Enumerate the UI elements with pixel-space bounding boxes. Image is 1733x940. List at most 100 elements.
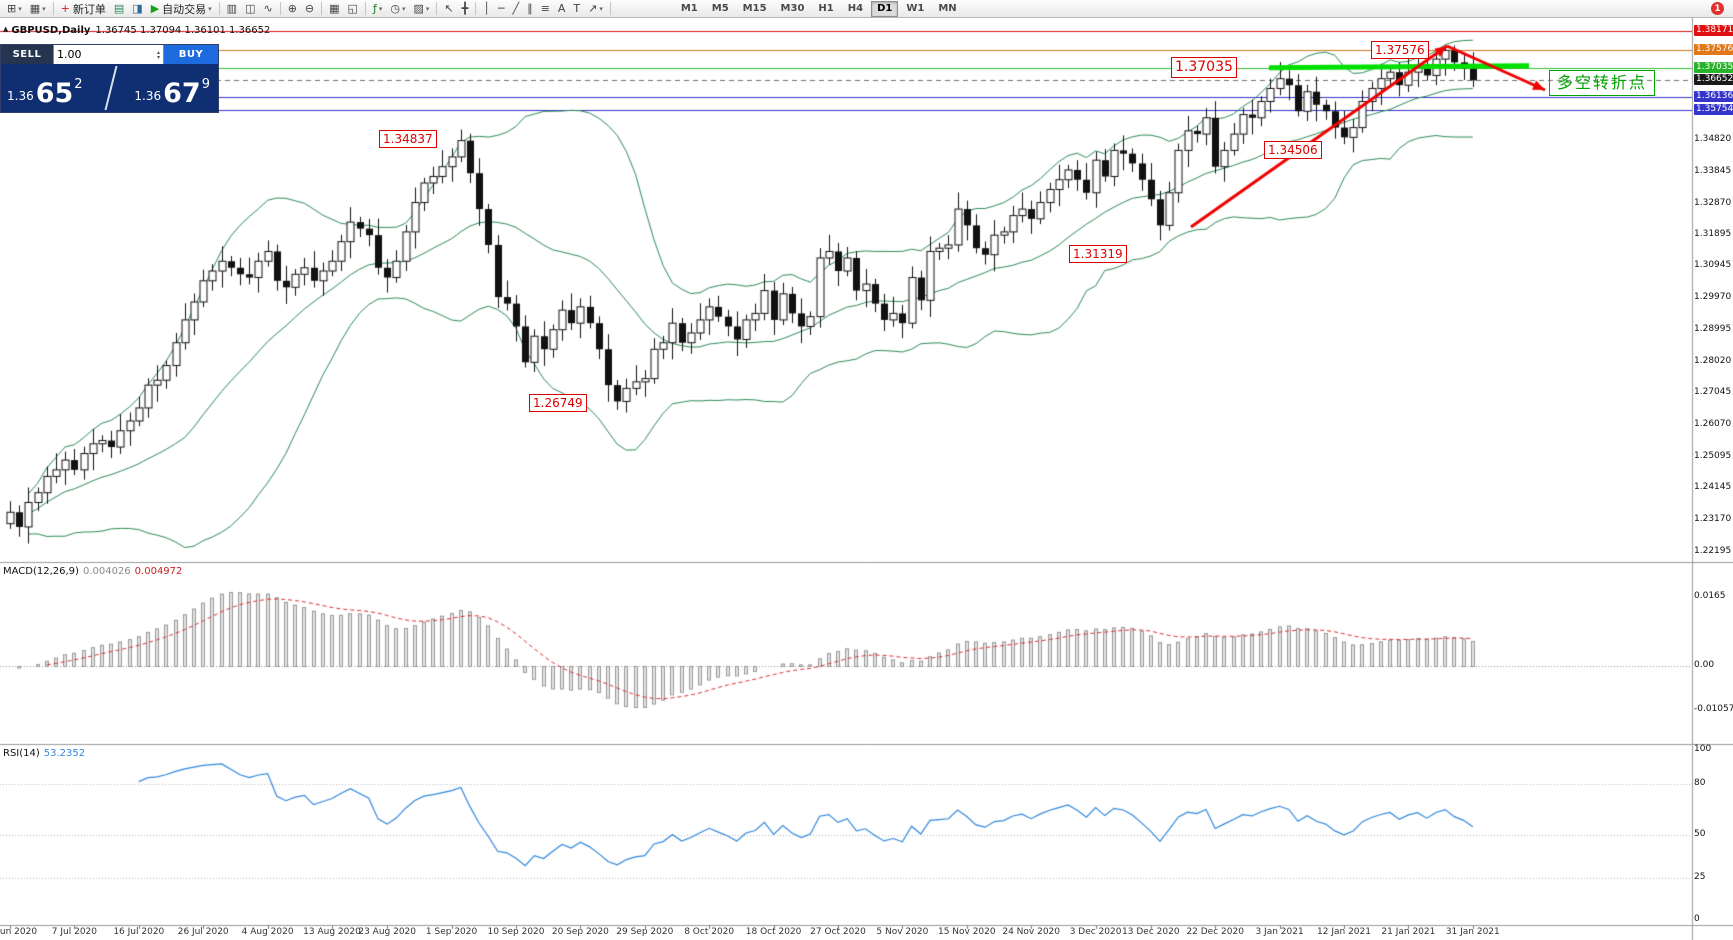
price-tick: 1.33845 bbox=[1694, 165, 1732, 176]
price-tick: 1.34820 bbox=[1694, 133, 1732, 144]
time-axis[interactable]: 28 Jun 2020 7 Jul 2020 16 Jul 2020 26 Jul 2… bbox=[0, 926, 1692, 940]
equidistant-channel-icon: ∥ bbox=[527, 2, 533, 15]
timeframe-m15-button[interactable]: M15 bbox=[742, 2, 767, 14]
periods-button[interactable]: ◷ ▾ bbox=[387, 1, 408, 16]
notification-badge[interactable]: 1 bbox=[1711, 2, 1724, 15]
sell-price[interactable]: 1.36 65 2 bbox=[1, 64, 110, 112]
rsi-tick: 0 bbox=[1694, 914, 1700, 924]
price-tick: 1.22195 bbox=[1694, 545, 1732, 556]
stepper-down-icon[interactable]: ▾ bbox=[156, 53, 160, 61]
toolbar-separator bbox=[52, 2, 54, 15]
periods-icon: ◷ bbox=[390, 2, 400, 15]
new-chart-icon: ⊞ bbox=[7, 2, 17, 15]
market-watch-icon: ▤ bbox=[113, 2, 125, 15]
price-level-label: 1.36136 bbox=[1694, 91, 1733, 103]
timeframe-d1-button[interactable]: D1 bbox=[871, 0, 899, 17]
sell-button[interactable]: SELL bbox=[1, 45, 53, 64]
date-tick: 22 Dec 2020 bbox=[1186, 927, 1244, 937]
price-annotation[interactable]: 1.37035 bbox=[1171, 56, 1237, 78]
indicators-button[interactable]: ƒ ▾ bbox=[370, 1, 385, 16]
timeframe-m5-button[interactable]: M5 bbox=[711, 2, 729, 14]
text-button[interactable]: A bbox=[555, 1, 569, 16]
stepper-up-icon[interactable]: ▴ bbox=[156, 48, 160, 56]
macd-main-value: 0.004026 bbox=[82, 566, 131, 577]
new-chart-button[interactable]: ⊞ ▾ bbox=[4, 1, 25, 16]
vertical-line-button[interactable]: │ bbox=[480, 1, 493, 16]
auto-trading-icon: ▶ bbox=[150, 2, 160, 15]
sell-price-prefix: 1.36 bbox=[7, 89, 34, 103]
toolbar-separator bbox=[321, 2, 323, 15]
price-annotation[interactable]: 1.34837 bbox=[379, 130, 437, 149]
one-click-trading-panel: SELL 1.00 ▴ ▾ BUY 1.36 65 2 1.36 67 9 bbox=[0, 44, 219, 113]
data-window-button[interactable]: ◨ bbox=[129, 1, 145, 16]
toolbar-separator bbox=[475, 2, 477, 15]
price-tick: 1.29970 bbox=[1694, 292, 1732, 303]
auto-trading-button[interactable]: ▶ 自动交易 ▾ bbox=[148, 1, 215, 16]
cursor-icon: ↖ bbox=[444, 2, 454, 15]
bar-chart-button[interactable]: ▥ bbox=[224, 1, 240, 16]
date-tick: 26 Jul 2020 bbox=[177, 927, 229, 937]
date-tick: 21 Jan 2021 bbox=[1381, 927, 1436, 937]
price-level-label: 1.35754 bbox=[1694, 103, 1733, 115]
macd-tick: 0.00 bbox=[1694, 660, 1715, 670]
timeframe-mn-button[interactable]: MN bbox=[938, 2, 957, 14]
price-tick: 1.28020 bbox=[1694, 355, 1732, 366]
price-axis[interactable]: 1.34820 1.33845 1.32870 1.31895 1.30945 1.299… bbox=[1692, 18, 1733, 940]
zoom-in-button[interactable]: ⊕ bbox=[285, 1, 300, 16]
price-tick: 1.28995 bbox=[1694, 323, 1732, 334]
crosshair-icon: ╋ bbox=[461, 2, 469, 15]
price-annotation[interactable]: 1.26749 bbox=[529, 394, 587, 413]
fibonacci-button[interactable]: ≡ bbox=[538, 1, 553, 16]
price-annotation[interactable]: 1.31319 bbox=[1069, 245, 1127, 264]
tile-windows-button[interactable]: ▦ bbox=[326, 1, 342, 16]
macd-label: MACD(12,26,9) 0.004026 0.004972 bbox=[3, 566, 182, 577]
price-annotation[interactable]: 1.34506 bbox=[1264, 141, 1322, 160]
chart-title-symbol: GBPUSD,Daily bbox=[11, 25, 91, 36]
price-tick: 1.30945 bbox=[1694, 260, 1732, 271]
zoom-in-icon: ⊕ bbox=[287, 2, 297, 15]
note-label[interactable]: 多空转折点 bbox=[1549, 70, 1656, 96]
price-annotation[interactable]: 1.37576 bbox=[1371, 41, 1429, 60]
chart-profiles-button[interactable]: ▦ ▾ bbox=[27, 1, 49, 16]
line-chart-button[interactable]: ∿ bbox=[260, 1, 275, 16]
arrows-button[interactable]: ↗ ▾ bbox=[585, 1, 606, 16]
auto-arrange-button[interactable]: ◱ bbox=[345, 1, 361, 16]
date-tick: 13 Aug 2020 bbox=[303, 927, 361, 937]
price-tick: 1.26070 bbox=[1694, 419, 1732, 430]
timeframe-m30-button[interactable]: M30 bbox=[780, 2, 805, 14]
chart-title-ohlc: 1.36745 1.37094 1.36101 1.36652 bbox=[95, 25, 271, 36]
toolbar: ⊞ ▾ ▦ ▾ + 新订单 ▤ ◨ ▶ 自动交易 ▾ ▥ ◫ ∿ ⊕ ⊖ ▦ ◱ ƒ ▾ ◷ ▾ ▨ ▾ ↖ ╋ │ ─ ╱ ∥ ≡ A T ↗ ▾… bbox=[0, 0, 1733, 18]
timeframe-h4-button[interactable]: H4 bbox=[847, 2, 864, 14]
volume-stepper[interactable]: ▴ ▾ bbox=[156, 48, 160, 61]
text-label-button[interactable]: T bbox=[570, 1, 583, 16]
zoom-out-button[interactable]: ⊖ bbox=[302, 1, 317, 16]
buy-price[interactable]: 1.36 67 9 bbox=[110, 64, 219, 112]
timeframe-h1-button[interactable]: H1 bbox=[818, 2, 834, 14]
indicators-icon: ƒ bbox=[372, 2, 377, 15]
date-tick: 31 Jan 2021 bbox=[1445, 927, 1500, 937]
buy-button[interactable]: BUY bbox=[164, 45, 218, 64]
macd-indicator-name: MACD(12,26,9) bbox=[3, 566, 79, 577]
volume-input[interactable]: 1.00 ▴ ▾ bbox=[53, 45, 164, 64]
templates-button[interactable]: ▨ ▾ bbox=[410, 1, 432, 16]
timeframe-w1-button[interactable]: W1 bbox=[906, 2, 925, 14]
timeframe-m1-button[interactable]: M1 bbox=[680, 2, 698, 14]
candlestick-chart-button[interactable]: ◫ bbox=[242, 1, 258, 16]
trendline-button[interactable]: ╱ bbox=[509, 1, 522, 16]
fibonacci-icon: ≡ bbox=[540, 2, 550, 15]
buy-price-sup: 9 bbox=[201, 77, 210, 92]
date-tick: 7 Jul 2020 bbox=[51, 927, 97, 937]
horizontal-line-button[interactable]: ─ bbox=[495, 1, 508, 16]
new-order-button[interactable]: + 新订单 bbox=[58, 1, 109, 16]
market-watch-button[interactable]: ▤ bbox=[111, 1, 127, 16]
buy-price-big: 67 bbox=[163, 78, 201, 109]
crosshair-button[interactable]: ╋ bbox=[459, 1, 472, 16]
chart-canvas[interactable] bbox=[0, 18, 1733, 940]
equidistant-channel-button[interactable]: ∥ bbox=[524, 1, 536, 16]
arrows-icon: ↗ bbox=[588, 2, 598, 15]
cursor-button[interactable]: ↖ bbox=[441, 1, 456, 16]
rsi-indicator-name: RSI(14) bbox=[3, 748, 40, 759]
price-tick: 1.25095 bbox=[1694, 451, 1732, 461]
line-chart-icon: ∿ bbox=[263, 2, 273, 15]
